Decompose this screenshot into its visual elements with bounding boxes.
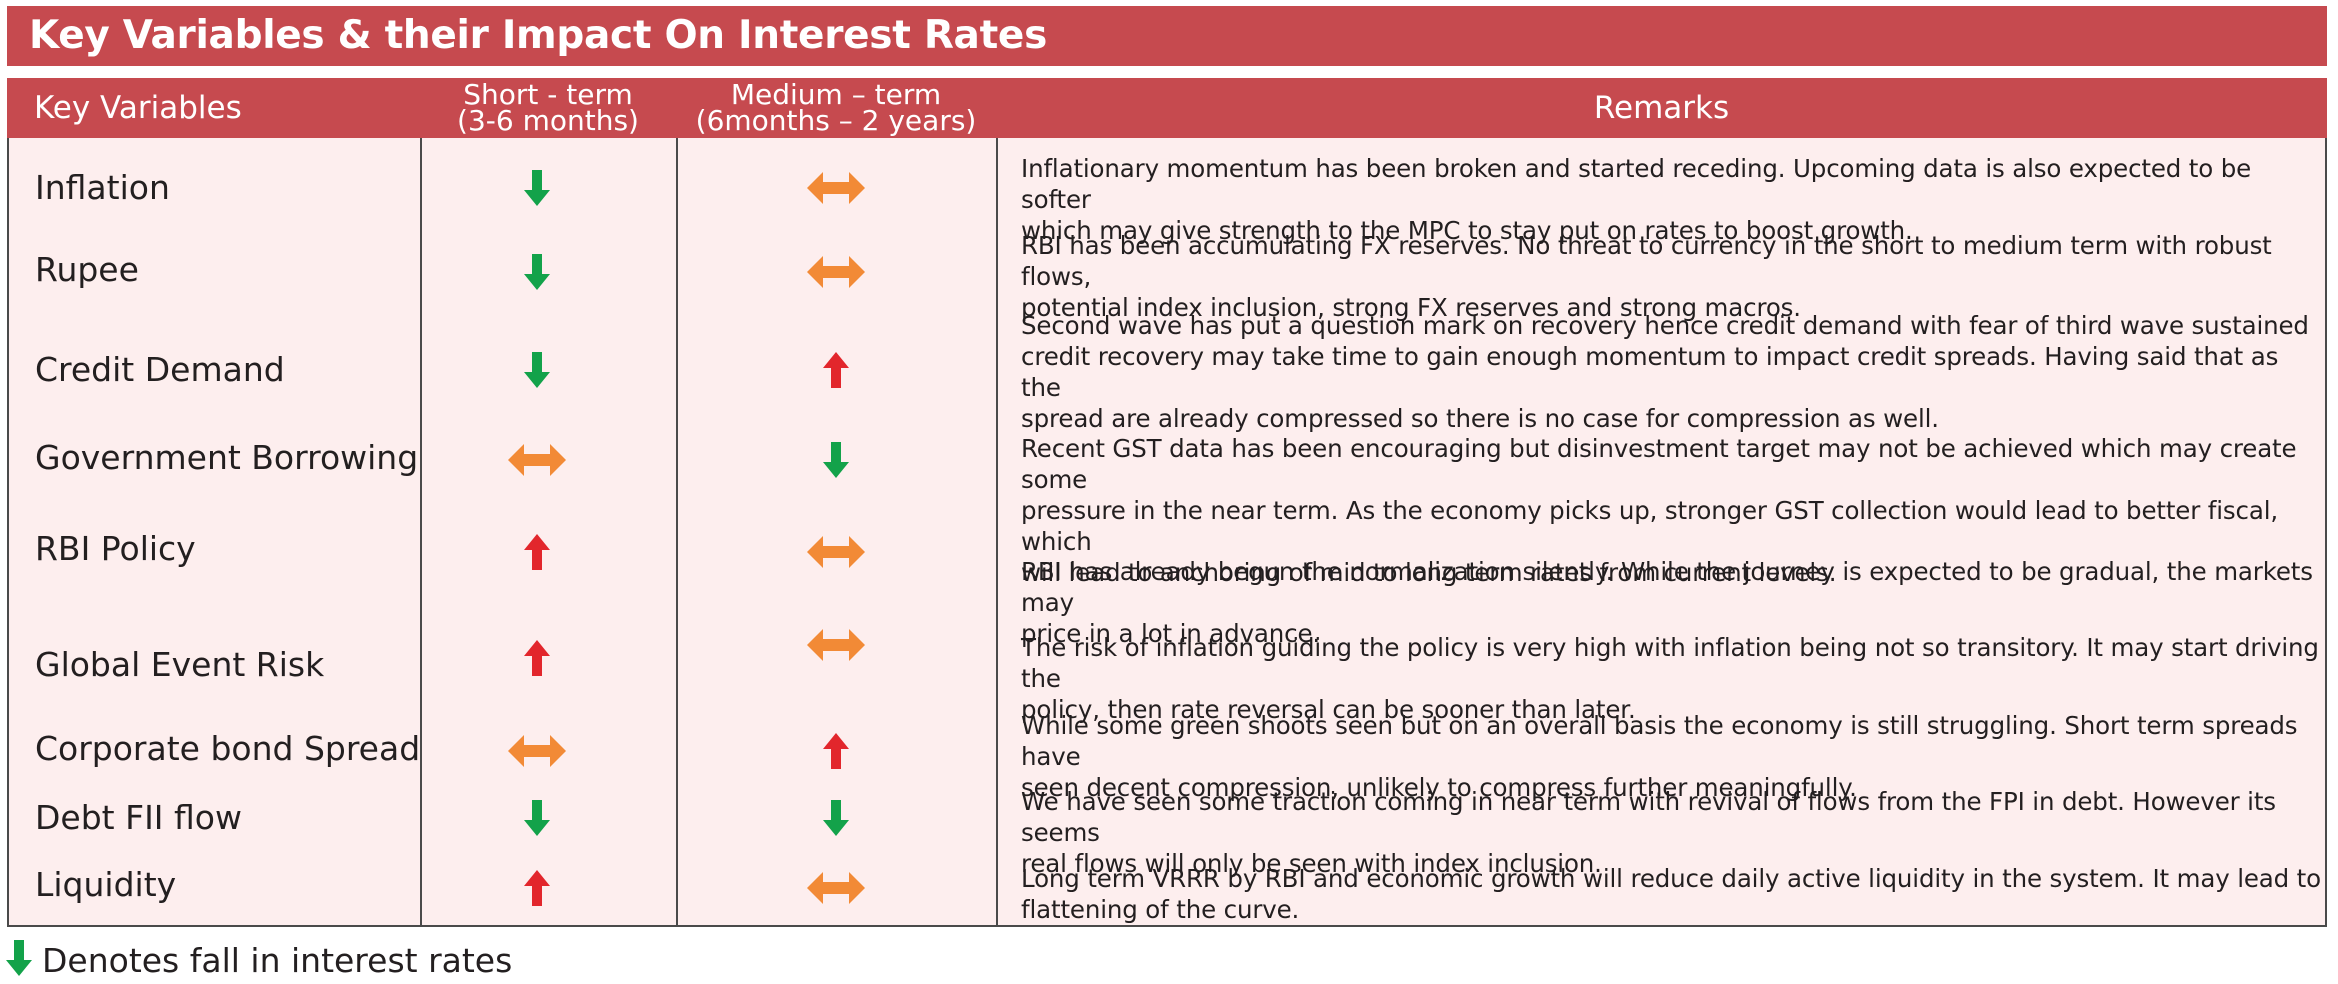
remark-line: The risk of inflation guiding the policy…	[1021, 633, 2319, 693]
down-arrow-icon	[524, 254, 550, 294]
down-arrow-icon	[6, 940, 32, 980]
remark-text: Second wave has put a question mark on r…	[1021, 310, 2321, 434]
table-body	[7, 138, 2327, 927]
variable-label: Liquidity	[35, 865, 177, 904]
remark-text: RBI has been accumulating FX reserves. N…	[1021, 230, 2321, 323]
remark-line: credit recovery may take time to gain en…	[1021, 342, 2279, 402]
variable-label: Government Borrowing	[35, 438, 419, 477]
remark-text: RBI has already begun the normalization …	[1021, 556, 2321, 649]
remark-line: seen decent compression, unlikely to com…	[1021, 773, 1857, 802]
left-right-arrow-icon	[807, 172, 865, 208]
header-key-variables-label: Key Variables	[34, 90, 242, 126]
column-divider	[676, 138, 678, 927]
remark-line: spread are already compressed so there i…	[1021, 404, 1939, 433]
left-right-arrow-icon	[508, 444, 566, 480]
variable-label: Inflation	[35, 168, 170, 207]
left-right-arrow-icon	[508, 735, 566, 771]
column-divider	[420, 138, 422, 927]
header-short-term-line2: (3-6 months)	[457, 104, 639, 137]
up-arrow-icon	[524, 870, 550, 910]
up-arrow-icon	[524, 640, 550, 680]
left-right-arrow-icon	[807, 256, 865, 292]
remark-line: which may give strength to the MPC to st…	[1021, 216, 1913, 245]
header-key-variables: Key Variables	[7, 78, 420, 138]
variable-label: RBI Policy	[35, 529, 196, 568]
remark-line: real flows will only be seen with index …	[1021, 849, 1602, 878]
remark-line: Long term VRRR by RBI and economic growt…	[1021, 864, 2321, 893]
down-arrow-icon	[524, 352, 550, 392]
legend-text: Denotes fall in interest rates	[42, 940, 513, 980]
header-medium-term: Medium – term (6months – 2 years)	[676, 78, 996, 138]
left-right-arrow-icon	[807, 872, 865, 908]
remark-line: price in a lot in advance.	[1021, 619, 1321, 648]
header-short-term-line1: Short - term	[463, 78, 633, 111]
column-divider	[996, 138, 998, 927]
legend: Denotes fall in interest rates	[6, 940, 512, 980]
remark-text: While some green shoots seen but on an o…	[1021, 710, 2321, 803]
variable-label: Debt FII flow	[35, 798, 242, 837]
remark-line: pressure in the near term. As the econom…	[1021, 496, 2279, 556]
variable-label: Credit Demand	[35, 350, 285, 389]
remark-text: Long term VRRR by RBI and economic growt…	[1021, 863, 2321, 925]
header-medium-term-line2: (6months – 2 years)	[695, 104, 977, 137]
page-title: Key Variables & their Impact On Interest…	[7, 6, 2327, 66]
remark-line: While some green shoots seen but on an o…	[1021, 711, 2298, 771]
remark-line: RBI has already begun the normalization …	[1021, 557, 2313, 617]
table-header: Key Variables Short - term (3-6 months) …	[7, 78, 2327, 138]
down-arrow-icon	[823, 800, 849, 840]
remark-text: The risk of inflation guiding the policy…	[1021, 632, 2321, 725]
variable-label: Rupee	[35, 250, 139, 289]
up-arrow-icon	[524, 534, 550, 574]
header-remarks-label: Remarks	[1593, 90, 1730, 126]
remark-line: policy, then rate reversal can be sooner…	[1021, 695, 1636, 724]
down-arrow-icon	[524, 170, 550, 210]
up-arrow-icon	[823, 352, 849, 392]
remark-line: Inflationary momentum has been broken an…	[1021, 154, 2252, 214]
up-arrow-icon	[823, 733, 849, 773]
remark-text: We have seen some traction coming in nea…	[1021, 786, 2321, 879]
remark-line: potential index inclusion, strong FX res…	[1021, 293, 1801, 322]
remark-line: will lead to anchoring of mid to long te…	[1021, 558, 1837, 587]
down-arrow-icon	[524, 800, 550, 840]
variable-label: Global Event Risk	[35, 645, 325, 684]
left-right-arrow-icon	[807, 536, 865, 572]
remark-text: Inflationary momentum has been broken an…	[1021, 153, 2321, 246]
remark-line: Second wave has put a question mark on r…	[1021, 311, 2309, 340]
remark-line: We have seen some traction coming in nea…	[1021, 787, 2276, 847]
header-remarks: Remarks	[996, 78, 2327, 138]
remark-line: Recent GST data has been encouraging but…	[1021, 434, 2297, 494]
remark-text: Recent GST data has been encouraging but…	[1021, 433, 2321, 588]
remark-line: RBI has been accumulating FX reserves. N…	[1021, 231, 2272, 291]
remark-line: flattening of the curve.	[1021, 895, 1300, 924]
left-right-arrow-icon	[807, 629, 865, 665]
variable-label: Corporate bond Spread	[35, 729, 421, 768]
down-arrow-icon	[823, 442, 849, 482]
header-medium-term-line1: Medium – term	[730, 78, 942, 111]
header-short-term: Short - term (3-6 months)	[420, 78, 676, 138]
